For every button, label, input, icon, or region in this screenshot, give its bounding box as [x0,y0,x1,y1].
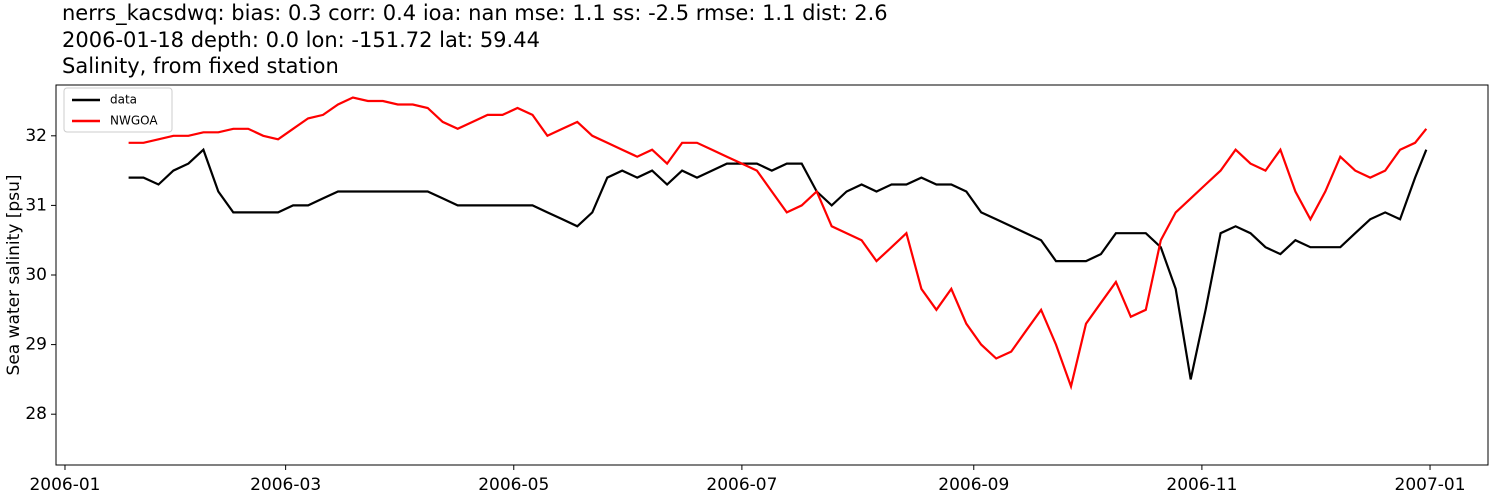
x-tick-label: 2006-09 [938,475,1009,495]
title-line: nerrs_kacsdwq: bias: 0.3 corr: 0.4 ioa: … [62,1,888,26]
y-axis-label: Sea water salinity [psu] [4,175,24,376]
series-line [128,147,1428,380]
x-tick-label: 2006-03 [250,475,321,495]
y-tick-label: 28 [25,404,47,424]
y-tick-label: 29 [25,335,47,355]
y-tick-label: 30 [25,265,47,285]
axes-frame [55,84,1489,466]
title-line: Salinity, from fixed station [62,54,339,78]
title-line: 2006-01-18 depth: 0.0 lon: -151.72 lat: … [62,28,540,52]
x-tick-label: 2006-01 [29,475,100,495]
x-tick-label: 2006-07 [706,475,777,495]
series-line [128,96,1428,391]
y-tick-label: 31 [25,195,47,215]
y-tick-label: 32 [25,126,47,146]
x-tick-label: 2007-01 [1395,475,1466,495]
legend-label: data [110,93,137,107]
x-tick-label: 2006-05 [478,475,549,495]
legend-label: NWGOA [110,114,158,128]
x-tick-label: 2006-11 [1166,475,1237,495]
